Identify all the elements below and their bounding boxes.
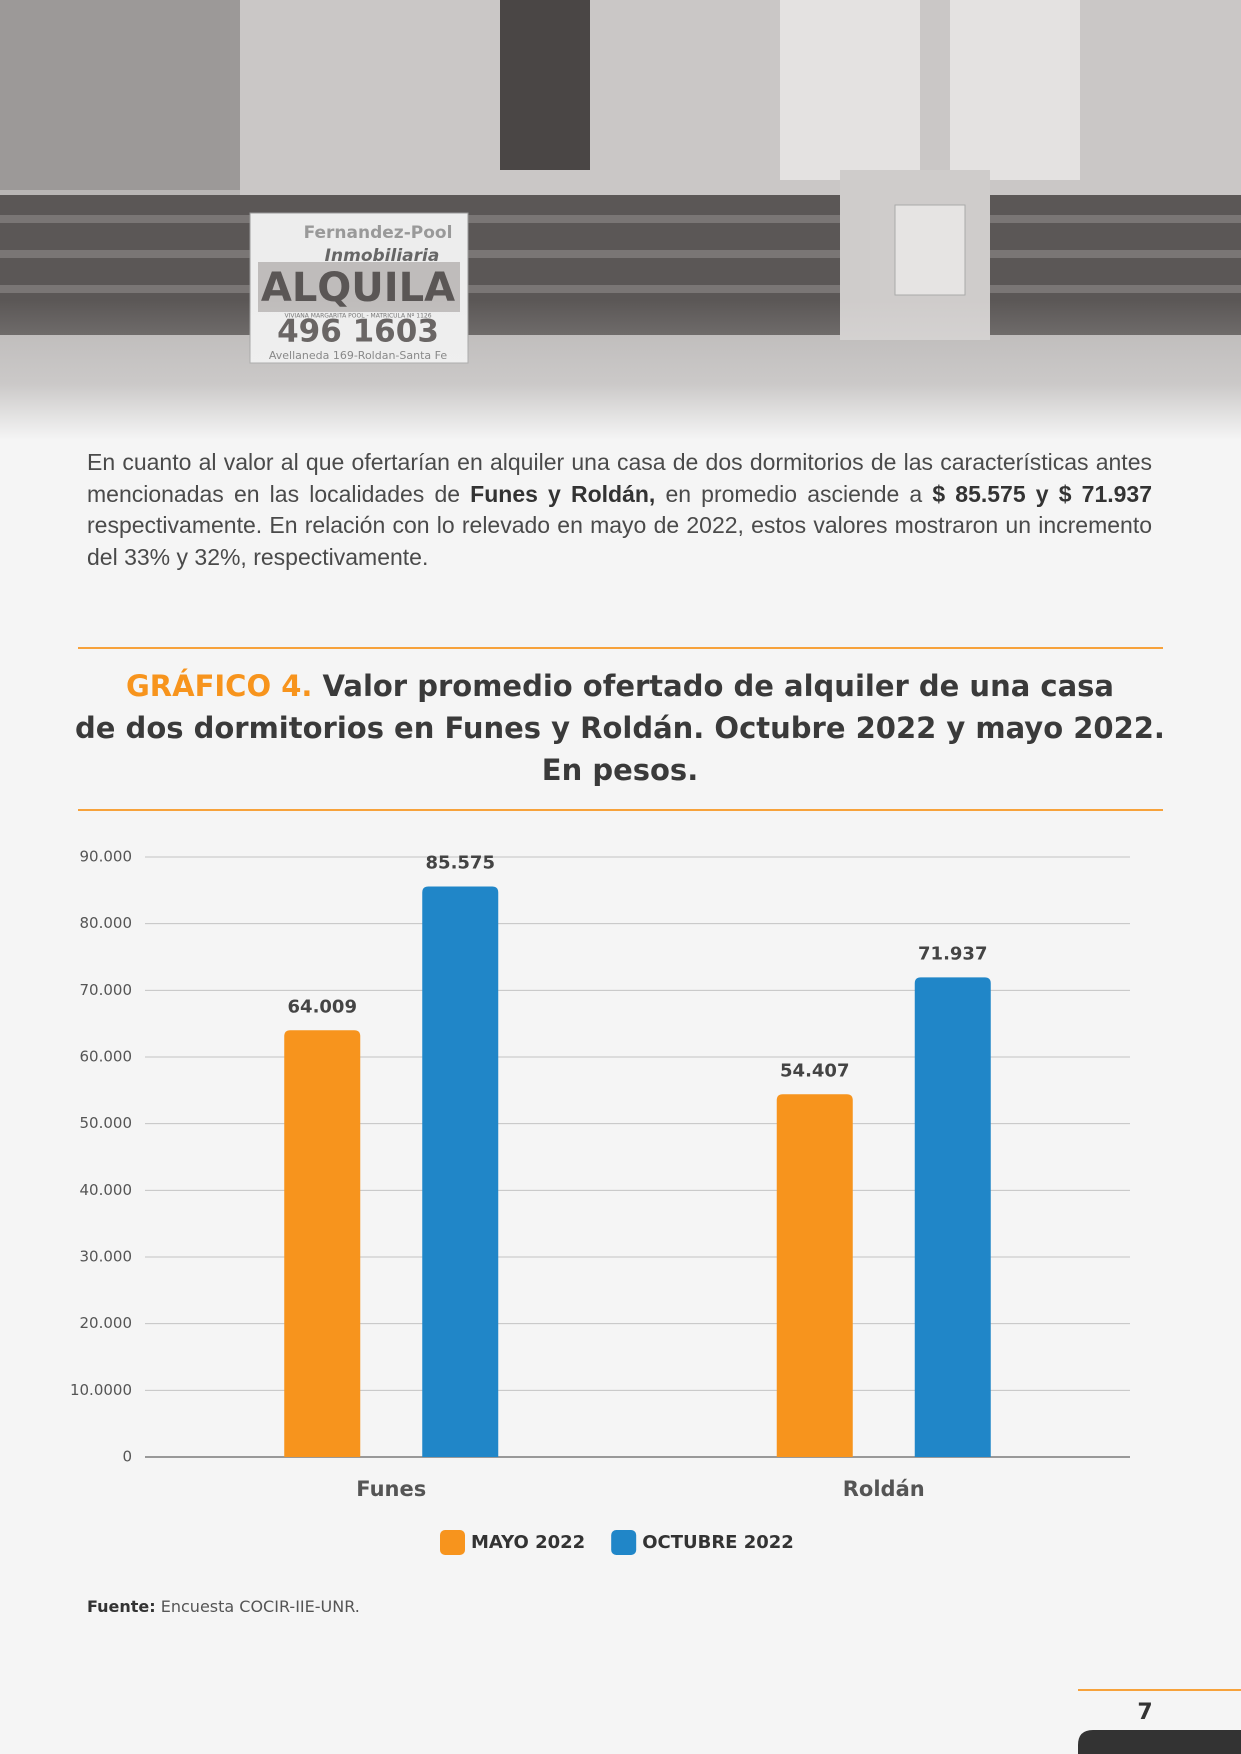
legend-label: MAYO 2022 xyxy=(471,1532,585,1553)
y-tick-label: 50.000 xyxy=(80,1114,133,1132)
sign-text: Inmobiliaria xyxy=(325,246,440,266)
legend-swatch xyxy=(611,1530,637,1555)
bar xyxy=(914,977,991,1457)
paragraph-run: $ 85.575 y $ 71.937 xyxy=(932,480,1152,507)
paragraph-run: en promedio asciende a xyxy=(655,480,933,507)
title-line: Valor promedio ofertado de alquiler de u… xyxy=(323,669,1114,703)
source-label: Fuente: xyxy=(87,1597,156,1616)
paragraph-run: Funes y Roldán, xyxy=(470,480,656,507)
y-tick-label: 80.000 xyxy=(80,914,133,932)
title-label: GRÁFICO 4. xyxy=(126,669,312,703)
y-tick-label: 30.000 xyxy=(80,1248,133,1266)
y-tick-label: 40.000 xyxy=(80,1181,133,1199)
y-tick-label: 70.000 xyxy=(80,981,133,999)
source: Fuente: Encuesta COCIR-IIE-UNR. xyxy=(87,1597,360,1616)
bar xyxy=(284,1030,361,1457)
x-tick-label: Roldán xyxy=(843,1477,925,1501)
y-tick-label: 20.000 xyxy=(80,1314,133,1332)
paragraph-run: En cuanto al valor al que ofertarían en … xyxy=(87,449,1152,507)
chart-title: GRÁFICO 4. Valor promedio ofertado de al… xyxy=(126,669,1114,703)
title-line: de dos dormitorios en Funes y Roldán. Oc… xyxy=(75,711,1165,745)
sign-text: Fernandez-Pool xyxy=(304,223,453,243)
paragraph-run: respectivamente. En relación con lo rele… xyxy=(87,512,1152,570)
legend-label: OCTUBRE 2022 xyxy=(642,1532,794,1553)
paragraph: En cuanto al valor al que ofertarían en … xyxy=(87,447,1152,573)
sign-text: VIVIANA MARGARITA POOL - MATRICULA Nº 11… xyxy=(284,313,431,320)
title-line: En pesos. xyxy=(542,753,698,787)
data-label: 54.407 xyxy=(780,1060,849,1081)
sign-text: 496 1603 xyxy=(277,314,439,350)
y-tick-label: 0 xyxy=(122,1448,132,1466)
header-photo xyxy=(0,0,1241,440)
page-number: 7 xyxy=(1137,1700,1152,1725)
bar xyxy=(776,1094,853,1457)
sign-text: Avellaneda 169-Roldan-Santa Fe xyxy=(269,349,448,362)
x-tick-label: Funes xyxy=(356,1477,426,1501)
page-tab xyxy=(1078,1730,1241,1754)
data-label: 71.937 xyxy=(918,943,987,964)
sign-text: ALQUILA xyxy=(261,265,455,311)
data-label: 85.575 xyxy=(426,853,495,874)
legend-swatch xyxy=(440,1530,465,1555)
data-label: 64.009 xyxy=(288,996,357,1017)
y-tick-label: 60.000 xyxy=(80,1048,133,1066)
source-text: Encuesta COCIR-IIE-UNR. xyxy=(156,1597,360,1616)
bar xyxy=(422,886,499,1457)
y-tick-label: 10.0000 xyxy=(70,1381,132,1399)
y-tick-label: 90.000 xyxy=(80,848,133,866)
